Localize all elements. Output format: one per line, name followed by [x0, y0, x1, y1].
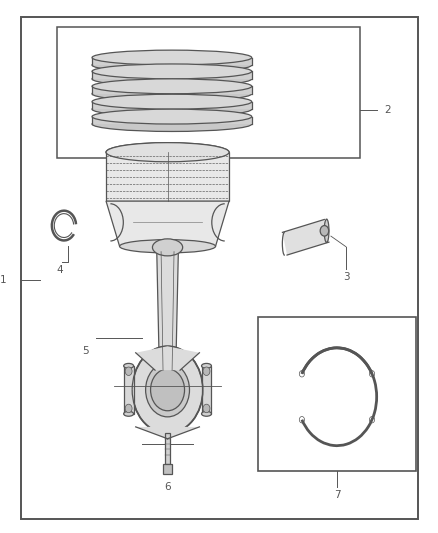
Bar: [106, 152, 229, 201]
Ellipse shape: [92, 71, 252, 86]
Text: 7: 7: [334, 490, 340, 500]
Ellipse shape: [120, 240, 215, 253]
Bar: [258, 317, 416, 471]
Ellipse shape: [92, 50, 252, 65]
Text: 2: 2: [385, 104, 391, 115]
Ellipse shape: [92, 58, 252, 72]
Ellipse shape: [201, 364, 212, 368]
Circle shape: [320, 225, 328, 236]
Circle shape: [203, 367, 210, 375]
Ellipse shape: [92, 102, 252, 117]
Circle shape: [151, 369, 184, 411]
Bar: [124, 366, 134, 414]
Polygon shape: [283, 220, 329, 255]
Ellipse shape: [124, 411, 134, 416]
Ellipse shape: [124, 364, 134, 368]
Circle shape: [203, 404, 210, 413]
Circle shape: [125, 367, 132, 375]
Text: 3: 3: [343, 272, 350, 282]
Ellipse shape: [92, 86, 252, 101]
Bar: [57, 27, 360, 158]
Text: 1: 1: [0, 275, 7, 285]
Polygon shape: [157, 252, 178, 370]
Ellipse shape: [92, 117, 252, 132]
Ellipse shape: [324, 219, 329, 243]
Bar: [201, 366, 212, 414]
Ellipse shape: [201, 411, 212, 416]
Ellipse shape: [92, 94, 252, 109]
Bar: [163, 464, 172, 474]
Ellipse shape: [92, 64, 252, 79]
Polygon shape: [106, 201, 229, 246]
Text: 5: 5: [82, 346, 89, 356]
Ellipse shape: [106, 143, 229, 162]
Polygon shape: [136, 427, 199, 439]
Bar: [165, 433, 170, 464]
Ellipse shape: [152, 239, 183, 256]
Circle shape: [132, 346, 203, 433]
Polygon shape: [136, 346, 199, 370]
Text: 6: 6: [164, 482, 171, 492]
Text: 4: 4: [57, 265, 63, 274]
Circle shape: [145, 363, 190, 417]
Ellipse shape: [92, 109, 252, 124]
Ellipse shape: [92, 79, 252, 94]
Circle shape: [125, 404, 132, 413]
